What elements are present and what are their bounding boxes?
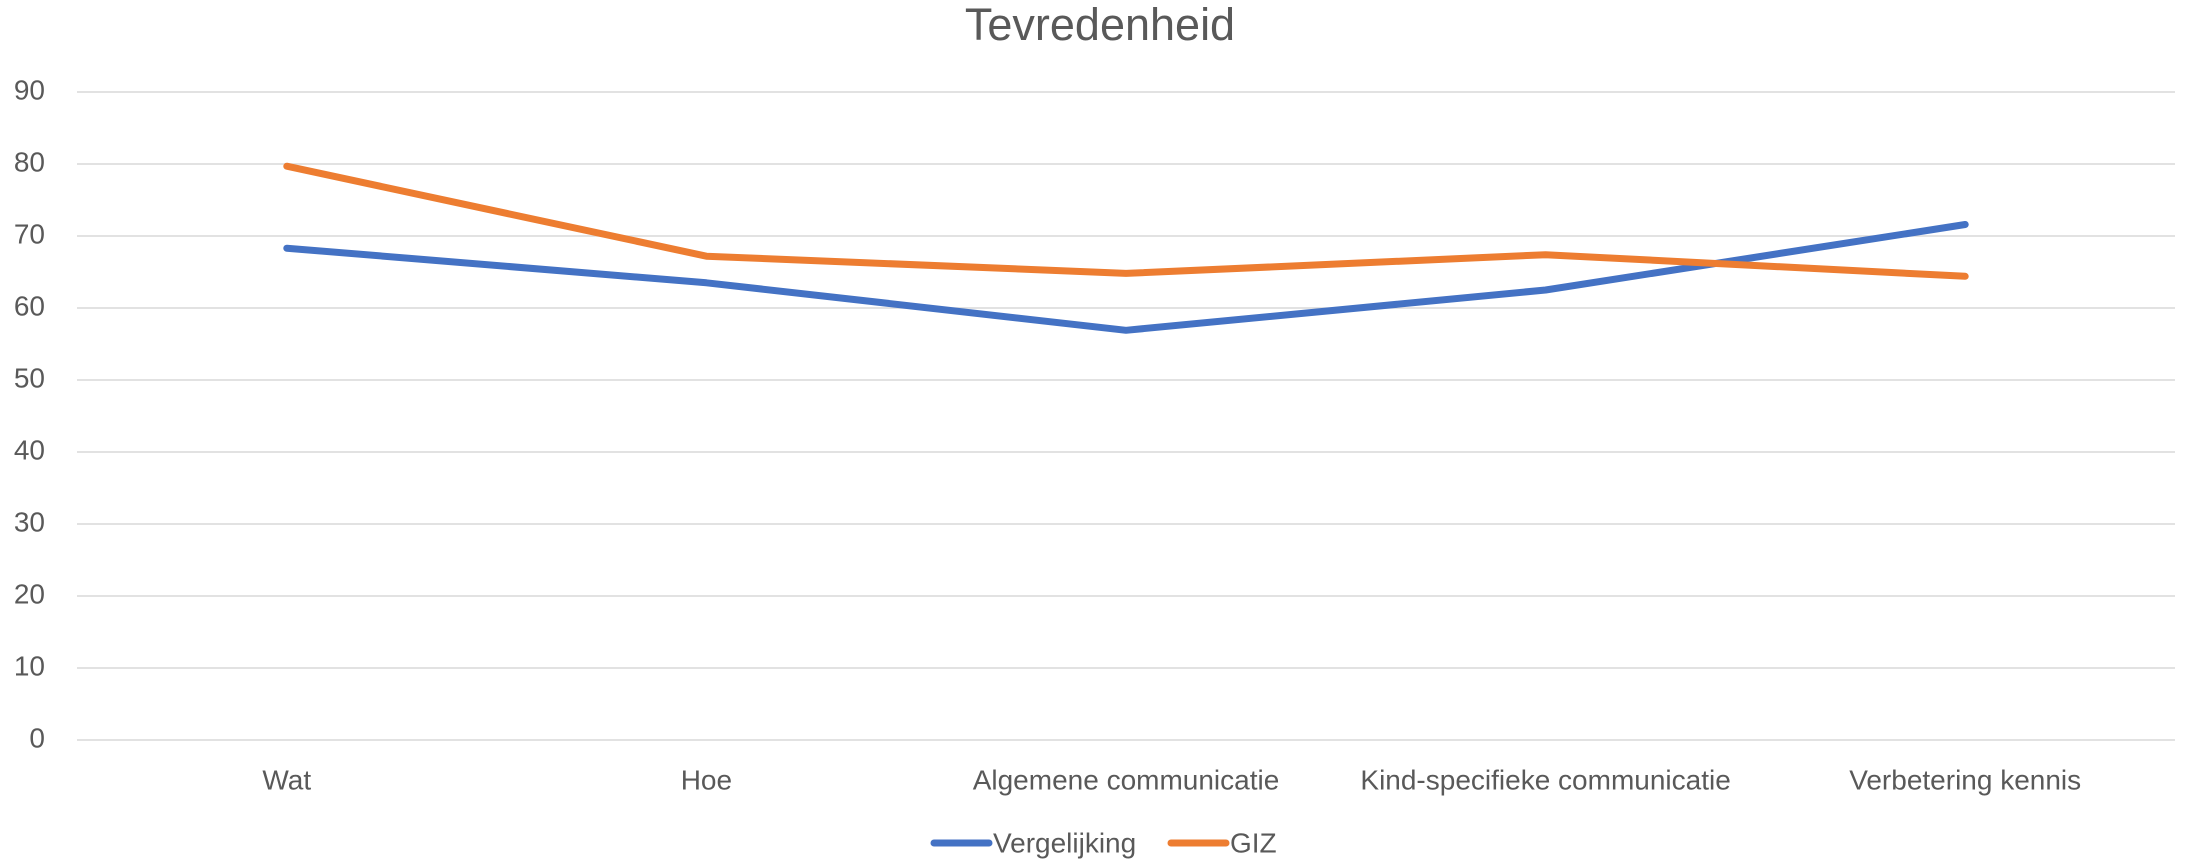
x-tick-label: Wat <box>262 764 311 795</box>
y-tick-label: 40 <box>14 434 45 465</box>
series-line <box>283 221 1969 334</box>
legend-label: GIZ <box>1230 827 1277 858</box>
x-tick-label: Kind-specifieke communicatie <box>1360 764 1730 795</box>
y-tick-label: 10 <box>14 650 45 681</box>
y-tick-label: 50 <box>14 362 45 393</box>
x-tick-label: Verbetering kennis <box>1849 764 2081 795</box>
series-line <box>283 162 1969 280</box>
chart-title: Tevredenheid <box>965 0 1235 50</box>
x-tick-label: Algemene communicatie <box>973 764 1280 795</box>
y-tick-label: 60 <box>14 290 45 321</box>
y-tick-label: 80 <box>14 146 45 177</box>
x-tick-label: Hoe <box>681 764 732 795</box>
legend-label: Vergelijking <box>993 827 1136 858</box>
y-tick-label: 30 <box>14 506 45 537</box>
y-tick-label: 0 <box>29 722 45 753</box>
y-tick-label: 20 <box>14 578 45 609</box>
y-tick-label: 70 <box>14 218 45 249</box>
y-tick-label: 90 <box>14 74 45 105</box>
